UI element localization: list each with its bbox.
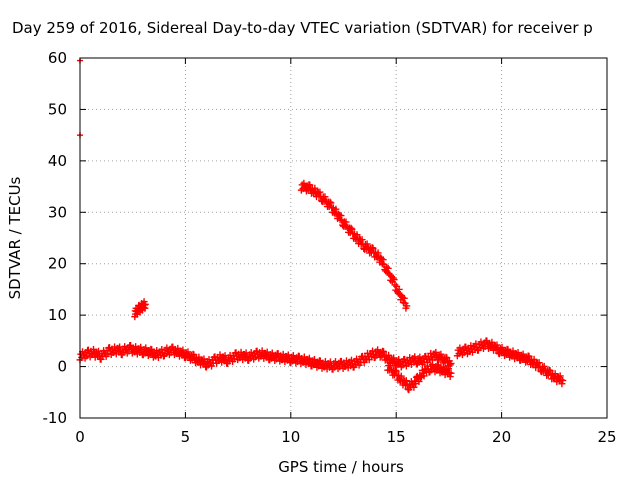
y-tick-label: 30 <box>48 203 67 221</box>
data-point <box>184 348 192 356</box>
x-axis-label: GPS time / hours <box>278 458 404 476</box>
data-point <box>347 224 355 232</box>
data-point <box>374 249 382 257</box>
data-point <box>519 350 527 358</box>
data-point <box>392 367 400 375</box>
data-point <box>403 302 411 310</box>
data-point <box>540 362 548 370</box>
data-point <box>447 359 455 367</box>
data-point <box>363 240 371 248</box>
data-point <box>498 343 506 351</box>
data-point <box>558 380 566 388</box>
x-tick-label: 0 <box>75 428 85 446</box>
y-tick-label: -10 <box>43 409 68 427</box>
data-point <box>321 193 329 201</box>
data-point <box>410 383 418 391</box>
y-tick-label: 60 <box>48 49 67 67</box>
chart-title: Day 259 of 2016, Sidereal Day-to-day VTE… <box>12 19 593 37</box>
y-tick-label: 20 <box>48 255 67 273</box>
data-point <box>415 377 423 385</box>
x-tick-labels: 0 5 10 15 20 25 <box>75 428 616 446</box>
data-point <box>444 365 452 373</box>
data-point <box>311 184 319 192</box>
tick-marks <box>79 57 608 419</box>
data-point <box>402 377 410 385</box>
plot-frame <box>79 57 608 419</box>
x-tick-label: 20 <box>492 428 511 446</box>
data-point <box>447 369 455 377</box>
data-point <box>391 366 399 374</box>
data-point <box>332 205 340 213</box>
x-tick-label: 10 <box>281 428 300 446</box>
data-point <box>400 294 408 302</box>
data-point <box>316 188 324 196</box>
data-point <box>369 347 377 355</box>
y-axis-label: SDTVAR / TECUs <box>6 176 24 299</box>
data-point <box>535 359 543 367</box>
data-points <box>76 57 567 394</box>
data-point <box>386 361 394 369</box>
data-point <box>493 341 501 349</box>
data-point <box>380 348 388 356</box>
data-point <box>446 373 454 381</box>
data-point <box>326 198 334 206</box>
data-point <box>437 350 445 358</box>
x-tick-label: 5 <box>181 428 191 446</box>
data-point <box>556 372 564 380</box>
data-point <box>353 231 361 239</box>
y-tick-label: 40 <box>48 152 67 170</box>
data-point <box>342 218 350 226</box>
data-point <box>327 199 335 207</box>
data-point <box>559 376 567 384</box>
data-point <box>369 244 377 252</box>
data-point <box>390 276 398 284</box>
data-point <box>348 356 356 364</box>
x-tick-label: 25 <box>597 428 616 446</box>
data-point <box>420 372 428 380</box>
data-point <box>446 361 454 369</box>
y-tick-label: 50 <box>48 100 67 118</box>
data-point <box>358 236 366 244</box>
data-point <box>348 225 356 233</box>
data-point <box>395 285 403 293</box>
data-point <box>384 264 392 272</box>
x-tick-label: 15 <box>387 428 406 446</box>
y-tick-label: 10 <box>48 306 67 324</box>
data-point <box>337 212 345 220</box>
y-tick-labels: -10 0 10 20 30 40 50 60 <box>43 49 68 427</box>
data-point <box>141 300 149 308</box>
data-point <box>379 256 387 264</box>
y-tick-label: 0 <box>57 358 67 376</box>
data-point <box>397 372 405 380</box>
